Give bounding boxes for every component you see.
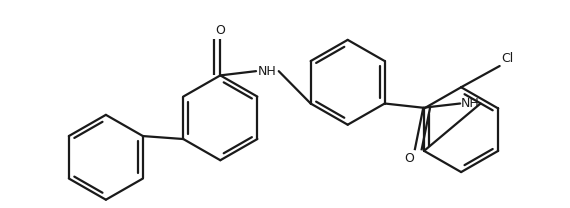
Text: NH: NH (461, 97, 480, 110)
Text: O: O (404, 152, 414, 165)
Text: NH: NH (258, 65, 277, 78)
Text: O: O (215, 24, 225, 37)
Text: Cl: Cl (502, 52, 514, 65)
